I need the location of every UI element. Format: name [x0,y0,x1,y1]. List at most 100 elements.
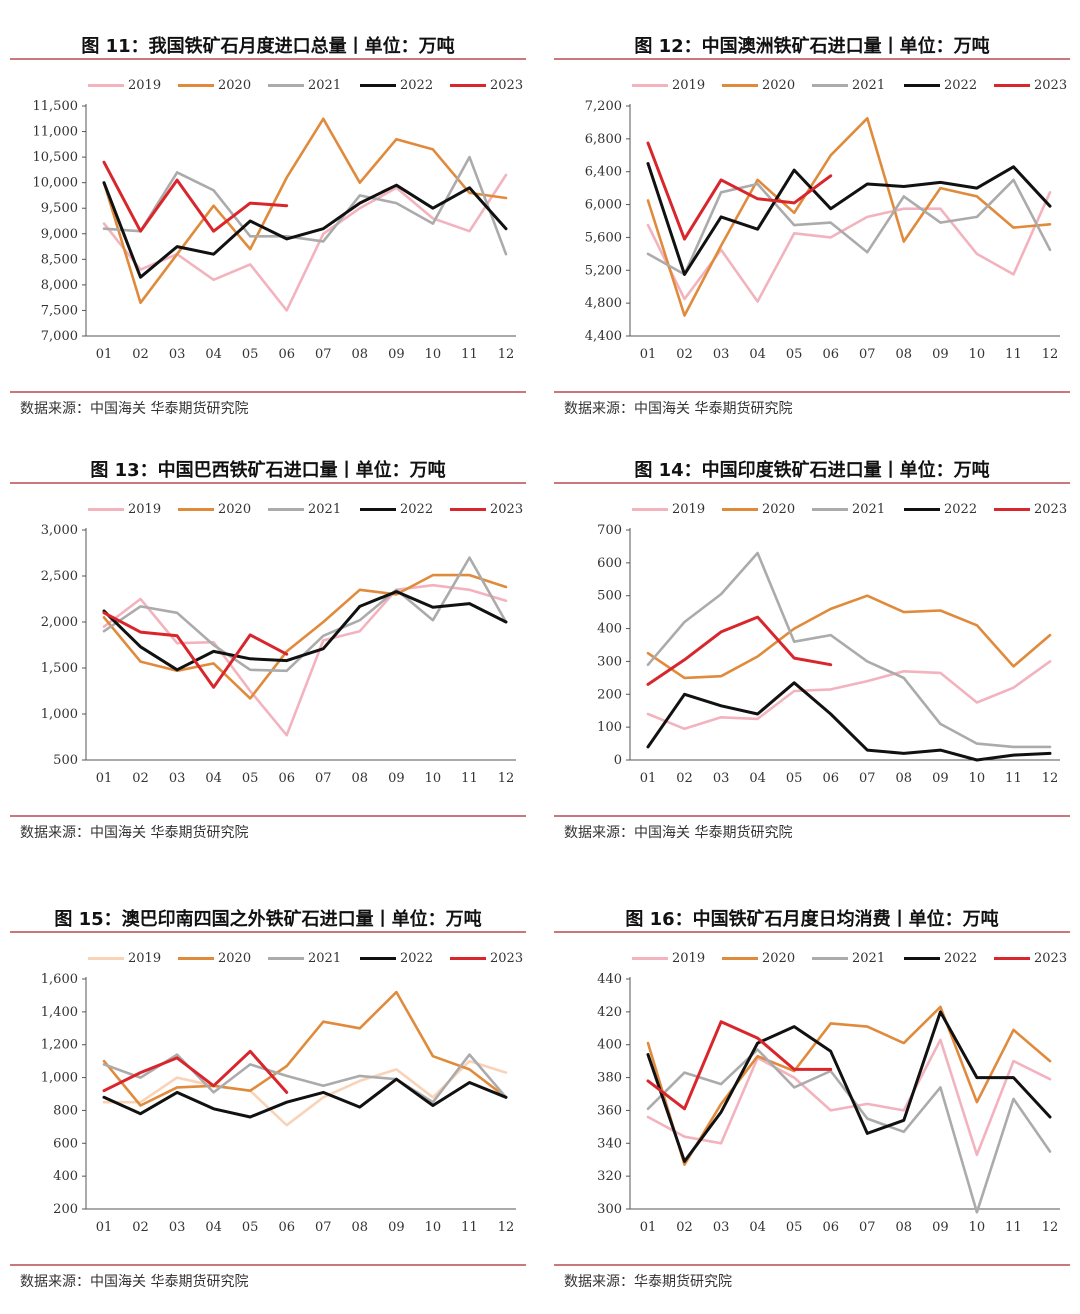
series-line-2023 [102,611,289,689]
chart-legend: 2019 2020 2021 2022 2023 [554,502,1070,522]
x-tick-label: 02 [132,347,149,362]
y-tick-label: 440 [597,972,622,987]
legend-swatch [722,84,758,87]
y-tick-label: 9,500 [41,201,78,216]
series-line-2022 [646,681,1052,762]
y-tick-label: 2,000 [41,615,78,630]
y-tick-label: 1,600 [41,972,78,987]
x-tick-label: 05 [786,347,803,362]
legend-label: 2023 [490,502,524,517]
legend-swatch [268,508,304,511]
source-note: 数据来源：华泰期货研究院 [564,1274,732,1290]
x-tick-label: 08 [352,347,369,362]
y-tick-label: 100 [597,720,622,735]
y-tick-label: 380 [597,1071,622,1086]
legend-label: 2020 [218,951,252,966]
series-line-2022 [646,1010,1052,1163]
legend-label: 2020 [762,502,796,517]
series-line-2021 [102,155,508,256]
series-line-2023 [646,141,833,241]
legend-swatch [812,957,848,960]
y-tick-label: 1,500 [41,661,78,676]
y-tick-label: 1,200 [41,1038,78,1053]
legend-label: 2022 [944,951,978,966]
series-line-2023 [646,1020,833,1111]
x-tick-label: 12 [1042,347,1059,362]
panel-fig15: 图 15：澳巴印南四国之外铁矿石进口量丨单位：万吨 2019 2020 2021 20… [10,885,526,1305]
line-chart: 4,400 4,800 5,200 5,600 6,000 6,400 6,800 7,200… [585,99,1060,362]
legend-item-2021: 2021 [812,502,885,522]
legend-swatch [812,508,848,511]
y-tick-label: 7,500 [41,303,78,318]
x-tick-label: 10 [969,347,986,362]
x-tick-label: 06 [822,1220,839,1235]
x-tick-label: 03 [713,1220,730,1235]
y-tick-label: 5,200 [585,263,622,278]
source-rule [10,815,526,817]
x-tick-label: 11 [461,347,478,362]
x-tick-label: 01 [640,347,657,362]
legend-item-2022: 2022 [904,951,977,971]
source-rule [554,391,1070,393]
legend-label: 2021 [852,78,886,93]
chart-legend: 2019 2020 2021 2022 2023 [10,78,526,98]
legend-swatch [360,84,396,87]
source-note: 数据来源：中国海关 华泰期货研究院 [20,401,249,417]
chart-legend: 2019 2020 2021 2022 2023 [554,951,1070,971]
legend-swatch [722,508,758,511]
x-tick-label: 08 [896,771,913,786]
x-tick-label: 06 [278,1220,295,1235]
series-line-2019 [102,173,508,312]
series-line-2021 [646,551,1052,749]
y-tick-label: 500 [597,589,622,604]
line-chart: 300 320 340 360 380 400 420 440 01 02 03 04 05 06 07 08… [597,972,1060,1235]
legend-item-2019: 2019 [632,78,705,98]
legend-item-2020: 2020 [178,951,251,971]
y-tick-label: 600 [597,556,622,571]
x-tick-label: 08 [352,771,369,786]
x-tick-label: 07 [859,771,876,786]
legend-label: 2022 [400,78,434,93]
x-tick-label: 04 [749,771,766,786]
legend-swatch [88,957,124,960]
chart-legend: 2019 2020 2021 2022 2023 [10,502,526,522]
y-tick-label: 300 [597,654,622,669]
legend-item-2019: 2019 [632,951,705,971]
x-tick-label: 12 [498,347,515,362]
y-tick-label: 11,500 [33,99,79,114]
y-tick-label: 0 [614,753,622,768]
x-tick-label: 10 [969,771,986,786]
x-tick-label: 10 [425,1220,442,1235]
series-line-2020 [102,573,508,700]
series-line-2023 [102,1049,289,1094]
y-tick-label: 1,400 [41,1005,78,1020]
x-tick-label: 08 [352,1220,369,1235]
legend-label: 2019 [128,502,162,517]
series-line-2022 [646,162,1052,276]
line-chart: 7,000 7,500 8,000 8,500 9,000 9,500 10,000 10,5… [33,99,516,362]
legend-item-2022: 2022 [904,78,977,98]
y-tick-label: 200 [597,687,622,702]
legend-item-2023: 2023 [450,78,523,98]
legend-item-2022: 2022 [360,78,433,98]
chart-legend: 2019 2020 2021 2022 2023 [10,951,526,971]
legend-label: 2023 [490,951,524,966]
series-line-2019 [646,660,1052,731]
legend-label: 2021 [308,78,342,93]
source-rule [10,391,526,393]
legend-label: 2019 [672,951,706,966]
series-line-2020 [646,116,1052,317]
series-line-2020 [646,594,1052,680]
y-tick-label: 10,500 [33,150,79,165]
y-tick-label: 10,000 [33,176,79,191]
chart-title: 图 12：中国澳洲铁矿石进口量丨单位：万吨 [634,36,990,57]
y-tick-label: 340 [597,1136,622,1151]
legend-item-2019: 2019 [88,951,161,971]
series-line-2021 [646,178,1052,276]
title-rule [10,931,526,933]
legend-swatch [178,84,214,87]
series-line-2020 [102,990,508,1107]
legend-swatch [450,508,486,511]
legend-swatch [722,957,758,960]
legend-item-2022: 2022 [904,502,977,522]
